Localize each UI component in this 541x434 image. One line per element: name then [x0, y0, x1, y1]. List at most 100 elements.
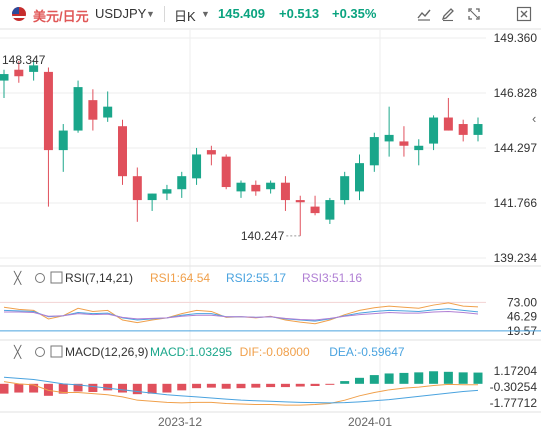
grid-lines: [0, 28, 541, 413]
macd-dea-line: [3, 376, 479, 404]
candle-body: [206, 150, 216, 155]
indicator-icon[interactable]: [416, 6, 432, 22]
candle-body: [29, 65, 39, 72]
header-divider: [164, 6, 165, 22]
indicator-title: RSI(7,14,21): [65, 271, 133, 285]
price-change-percent: +0.35%: [332, 6, 377, 21]
macd-histogram-bar: [147, 383, 157, 394]
symbol-chevron-down-icon[interactable]: ▼: [146, 9, 155, 19]
macd-histogram-bar: [29, 383, 39, 393]
macd-histogram-bar: [251, 383, 261, 388]
price-tick-label: 149.360: [494, 31, 538, 45]
scroll-arrow[interactable]: ‹: [532, 111, 536, 126]
candle-body: [162, 189, 172, 194]
macd-histogram-bar: [369, 375, 379, 384]
macd-histogram-bar: [429, 371, 439, 384]
candle-body: [355, 163, 364, 192]
candle-body: [43, 71, 53, 151]
rsi-line-2: [3, 308, 479, 322]
macd-histogram-bar: [177, 383, 187, 391]
macd-histogram-bar: [458, 372, 468, 384]
price-tick-label: 141.766: [494, 196, 538, 210]
max-price-label: 148.347: [2, 53, 46, 67]
macd-tick-label: 1.17204: [494, 364, 538, 378]
macd-histogram-bar: [384, 373, 394, 384]
candle-body: [384, 134, 394, 142]
macd-histogram-bar: [295, 383, 305, 387]
macd-histogram-bar: [473, 372, 483, 384]
checkbox-icon: [50, 345, 63, 358]
symbol-name[interactable]: 美元/日元: [33, 9, 89, 24]
macd-histogram-bar: [414, 372, 424, 384]
price-tick-label: 139.234: [494, 251, 538, 265]
price-change: +0.513: [279, 6, 320, 21]
candle-body: [236, 182, 246, 192]
candle-body: [429, 117, 439, 144]
indicator-title: MACD(12,26,9): [65, 345, 148, 359]
rsi-tick-label: 46.29: [507, 310, 537, 324]
candle-body: [118, 126, 127, 177]
candle-body: [0, 74, 9, 81]
candle-body: [443, 117, 453, 131]
candle-body: [414, 145, 424, 151]
settings-icon: [35, 347, 45, 357]
rsi-line-3: [4, 310, 479, 321]
pencil-icon[interactable]: [440, 6, 456, 22]
candle-body: [251, 184, 261, 192]
macd-histogram-bar: [0, 383, 9, 394]
price-tick-label: 146.828: [494, 86, 538, 100]
candle-body: [14, 69, 24, 77]
macd-tick-label: -0.30254: [490, 380, 538, 394]
macd-histogram-bar: [103, 383, 113, 391]
chart-header: 美元/日元 USDJPY ▼ 日K ▼ 145.409 +0.513 +0.35…: [0, 0, 541, 28]
macd-histogram-bar: [340, 381, 350, 384]
candle-body: [369, 137, 379, 166]
last-price: 145.409: [218, 6, 265, 21]
candle-body: [266, 182, 276, 190]
rsi-panel: ╳ RSI(7,14,21) RSI1:64.54 RSI2:55.17 RSI3:51…: [0, 270, 541, 338]
macd-histogram-bar: [118, 383, 127, 393]
collapse-chevron-icon: ╳: [13, 344, 22, 359]
macd-histogram-bar: [325, 383, 335, 385]
indicator-value-label: RSI1:64.54: [150, 271, 210, 285]
candle-body: [192, 154, 202, 179]
candle-body: [221, 156, 231, 188]
candle-body: [132, 176, 142, 201]
candle-body: [280, 182, 290, 201]
period-chevron-down-icon[interactable]: ▼: [201, 9, 210, 19]
candle-body: [147, 193, 157, 201]
checkbox-icon: [50, 271, 63, 284]
time-tick-label: 2024-01: [348, 415, 392, 429]
indicator-value-label: DEA:-0.59647: [329, 345, 405, 359]
candle-body: [310, 206, 320, 214]
candle-body: [103, 106, 113, 118]
indicator-value-label: RSI3:51.16: [302, 271, 362, 285]
macd-histogram-bar: [162, 383, 172, 393]
macd-histogram-bar: [58, 383, 68, 394]
macd-dif-line: [3, 381, 478, 406]
macd-histogram-bar: [73, 383, 83, 392]
macd-histogram-bar: [355, 377, 364, 384]
macd-histogram-bar: [206, 383, 216, 388]
macd-panel: ╳ MACD(12,26,9) MACD:1.03295 DIF:-0.08000 DE…: [0, 344, 537, 410]
chevron-left-icon[interactable]: ‹: [532, 111, 536, 126]
candle-body: [177, 176, 187, 190]
macd-histogram-bar: [132, 383, 142, 395]
macd-histogram-bar: [399, 372, 409, 384]
macd-histogram-bar: [443, 371, 453, 384]
macd-histogram-bar: [280, 383, 290, 388]
price-tick-label: 144.297: [494, 141, 538, 155]
time-tick-label: 2023-12: [158, 415, 202, 429]
close-icon[interactable]: [516, 6, 532, 22]
candle-body: [325, 200, 335, 220]
indicator-value-label: DIF:-0.08000: [240, 345, 310, 359]
fullscreen-icon[interactable]: [466, 6, 482, 22]
period-selector[interactable]: 日K: [174, 9, 196, 24]
macd-histogram-bar: [221, 383, 231, 389]
candle-body: [458, 124, 468, 135]
price-axis: 149.360 146.828 144.297 141.766 139.234: [494, 31, 538, 265]
symbol-code[interactable]: USDJPY: [95, 6, 147, 21]
candle-body: [399, 141, 409, 146]
